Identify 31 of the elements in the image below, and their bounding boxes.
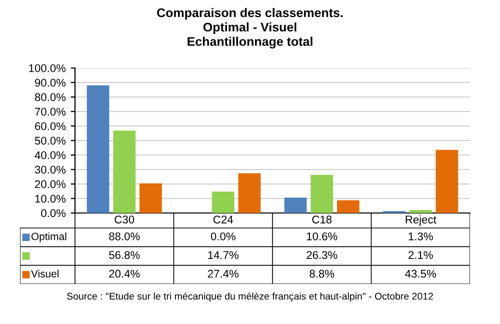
data-label: 14.7% <box>208 251 238 259</box>
y-tick-label: 0.0% <box>41 209 66 218</box>
legend-label: Visuel <box>31 270 58 278</box>
data-label: 43.5% <box>405 270 436 278</box>
source-note: Source : "Etude sur le tri mécanique du mélèze français et haut-alpin" - Octobre 2012 <box>67 292 433 302</box>
y-tick-label: 100.0% <box>29 64 66 72</box>
legend-label: Optimal <box>31 232 66 242</box>
chart-title: Comparaison des classements. Optimal - Visuel Echantillonnage total <box>157 8 343 48</box>
x-tick-label: C24 <box>214 216 233 224</box>
y-tick-label: 60.0% <box>35 122 66 130</box>
data-label: 27.4% <box>208 270 238 278</box>
data-label: 2.1% <box>408 251 433 259</box>
data-label: 0.0% <box>210 232 236 240</box>
y-tick-label: 40.0% <box>34 151 66 160</box>
y-tick-label: 10.0% <box>35 194 66 203</box>
x-tick-label: C30 <box>114 216 134 224</box>
x-tick-label: C18 <box>312 216 332 224</box>
y-tick-label: 70.0% <box>35 108 66 116</box>
x-tick-label: Reject <box>406 215 436 226</box>
y-tick-label: 30.0% <box>34 166 66 174</box>
y-tick-label: 50.0% <box>34 136 66 145</box>
data-label: 88.0% <box>109 232 140 240</box>
data-label: 26.3% <box>306 251 338 259</box>
data-label: 1.3% <box>408 232 433 240</box>
data-label: 56.8% <box>109 251 140 259</box>
y-tick-label: 20.0% <box>35 180 66 188</box>
data-label: 20.4% <box>109 270 140 278</box>
y-tick-label: 80.0% <box>34 93 66 102</box>
data-label: 10.6% <box>306 232 338 240</box>
y-tick-label: 90.0% <box>34 78 66 87</box>
data-label: 8.8% <box>310 270 334 278</box>
